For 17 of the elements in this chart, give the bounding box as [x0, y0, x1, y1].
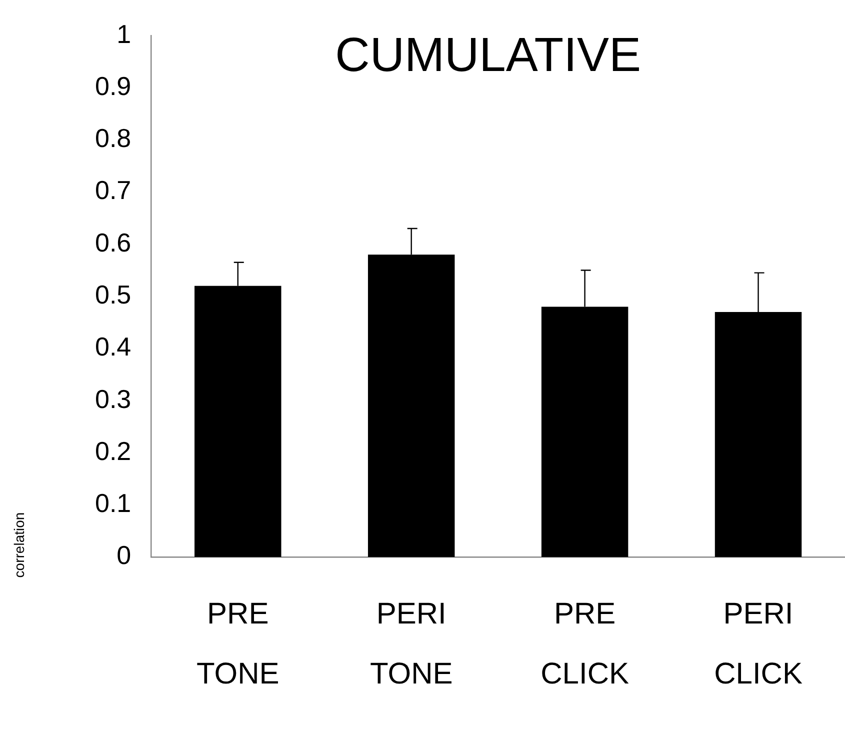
x-tick-label: PERI CLICK	[714, 597, 802, 690]
y-tick-label: 0.1	[94, 488, 132, 518]
y-tick-label: 0	[116, 540, 132, 570]
y-tick-label: 0.6	[94, 227, 132, 258]
x-tick-label: PRE TONE	[196, 597, 280, 690]
y-tick-label: 0.9	[94, 70, 132, 101]
y-axis-title: correlation	[10, 512, 27, 578]
y-tick-label: 0.4	[94, 332, 132, 362]
y-tick-label: 0.5	[94, 279, 132, 310]
y-tick-label: 0.8	[94, 123, 132, 154]
y-tick-label: 0.3	[94, 384, 132, 414]
y-tick-label: 0.7	[94, 175, 132, 206]
x-tick-label: PERI TONE	[370, 597, 453, 690]
x-tick-label: PRE CLICK	[540, 597, 629, 690]
chart-title: CUMULATIVE	[335, 29, 641, 82]
y-tick-label: 0.2	[94, 436, 132, 466]
y-tick-label: 1	[116, 18, 132, 49]
